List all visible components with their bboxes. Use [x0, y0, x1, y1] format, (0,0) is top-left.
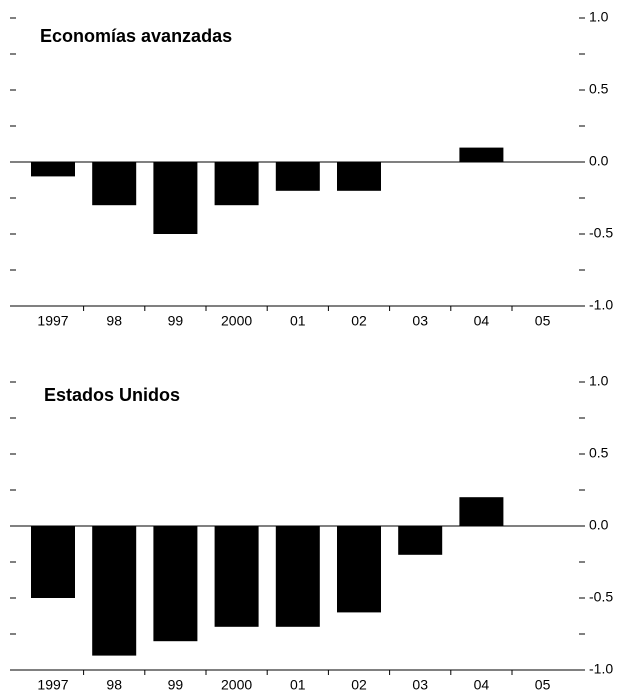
bar: [275, 162, 320, 191]
y-tick-label: -0.5: [589, 589, 613, 605]
bar: [275, 526, 320, 627]
x-tick-label: 02: [351, 313, 367, 329]
y-tick-label: -1.0: [589, 661, 613, 677]
x-tick-label: 04: [474, 677, 490, 692]
x-tick-label: 99: [168, 313, 184, 329]
y-tick-label: 1.0: [589, 373, 609, 389]
panel-title: Economías avanzadas: [40, 26, 232, 46]
bar: [92, 162, 137, 206]
bar: [153, 162, 198, 234]
x-tick-label: 1997: [37, 313, 68, 329]
x-tick-label: 2000: [221, 313, 252, 329]
bar: [153, 526, 198, 642]
y-tick-label: 0.5: [589, 81, 609, 97]
bar: [31, 526, 75, 598]
x-tick-label: 01: [290, 677, 306, 692]
x-tick-label: 98: [106, 313, 122, 329]
y-tick-label: -1.0: [589, 297, 613, 313]
bar: [337, 526, 381, 613]
bar: [398, 526, 443, 555]
x-tick-label: 03: [412, 677, 428, 692]
bar: [337, 162, 381, 191]
x-tick-label: 03: [412, 313, 428, 329]
x-tick-label: 98: [106, 677, 122, 692]
bar: [214, 526, 259, 627]
y-tick-label: 1.0: [589, 9, 609, 25]
y-tick-label: 0.5: [589, 445, 609, 461]
bar: [459, 497, 504, 526]
bar: [459, 147, 504, 162]
bar: [92, 526, 137, 656]
x-tick-label: 01: [290, 313, 306, 329]
y-tick-label: 0.0: [589, 517, 609, 533]
x-tick-label: 2000: [221, 677, 252, 692]
panel-title: Estados Unidos: [44, 385, 180, 405]
y-tick-label: -0.5: [589, 225, 613, 241]
x-tick-label: 04: [474, 313, 490, 329]
x-tick-label: 99: [168, 677, 184, 692]
y-tick-label: 0.0: [589, 153, 609, 169]
bar: [31, 162, 75, 177]
bar: [214, 162, 259, 206]
x-tick-label: 1997: [37, 677, 68, 692]
x-tick-label: 05: [535, 677, 551, 692]
x-tick-label: 02: [351, 677, 367, 692]
x-tick-label: 05: [535, 313, 551, 329]
